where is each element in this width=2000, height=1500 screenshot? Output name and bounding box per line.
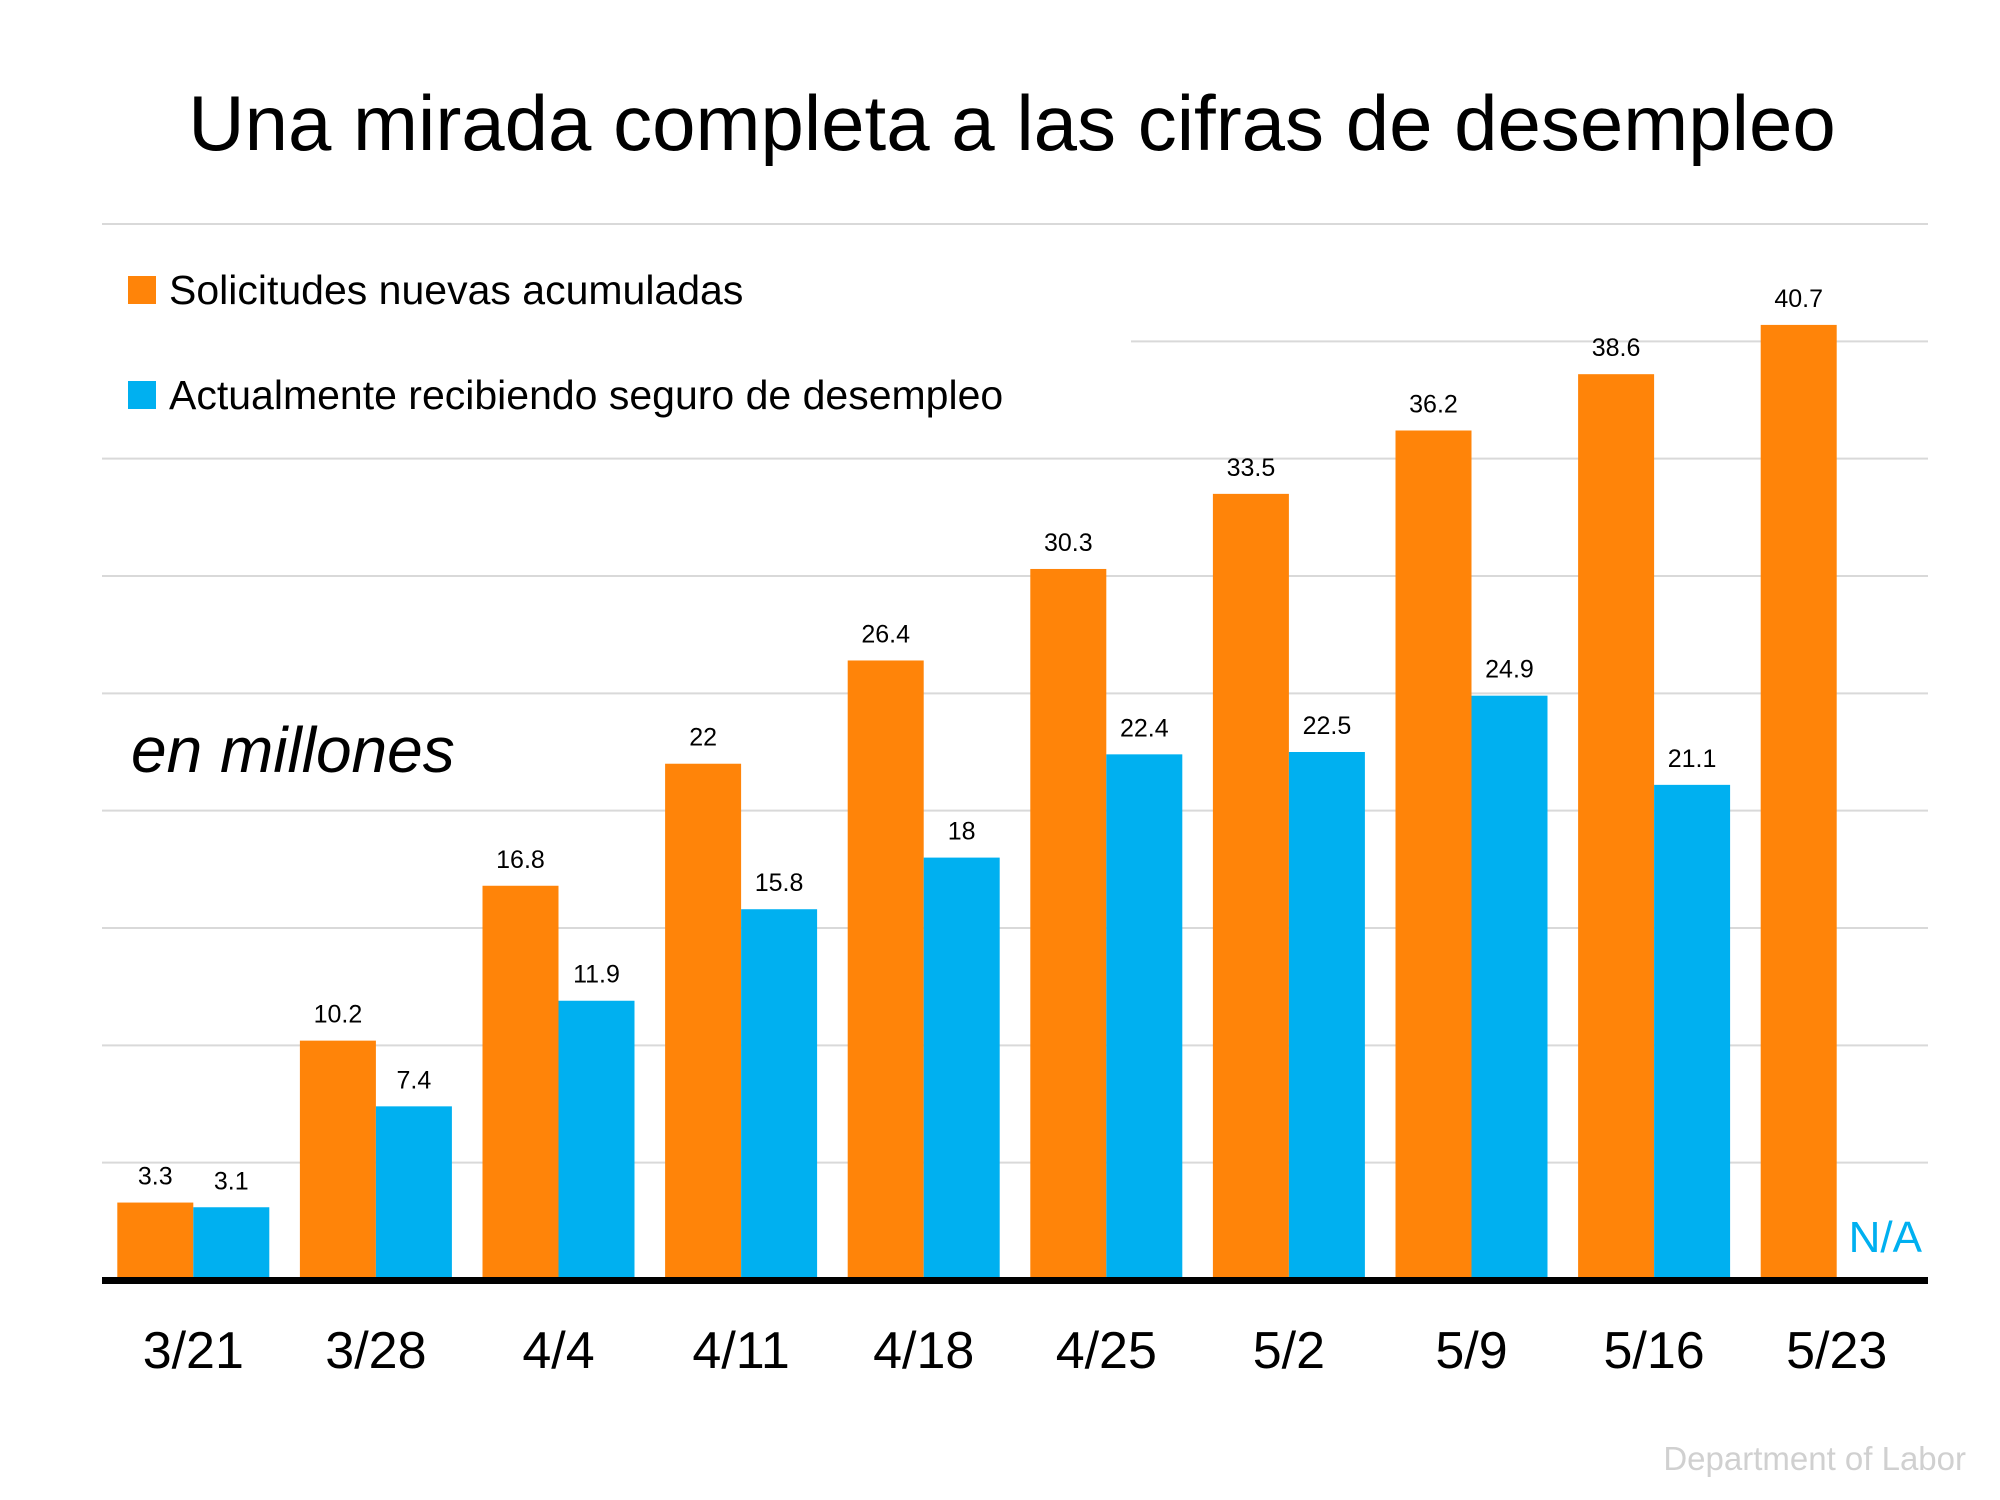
x-tick-label: 3/21 [143,1322,244,1380]
bars [117,324,1837,1281]
x-tick-labels: 3/21 3/28 4/4 4/11 4/18 4/25 5/2 5/9 5/16 5/23 [143,1322,1888,1380]
data-label: 22.5 [1303,712,1352,740]
legend-label: Solicitudes nuevas acumuladas [169,267,743,313]
x-tick-label: 5/16 [1603,1322,1704,1380]
bar [665,763,742,1280]
legend-swatch-orange [128,276,156,304]
legend-label: Actualmente recibiendo seguro de desempl… [169,372,1003,418]
data-label: 7.4 [397,1066,432,1094]
bar [558,1000,635,1280]
data-label: 10.2 [314,1001,363,1029]
x-tick-label: 4/25 [1056,1322,1157,1380]
bar [299,1040,376,1280]
data-label: 3.1 [214,1167,249,1195]
x-tick-label: 5/2 [1253,1322,1325,1380]
unit-note: en millones [131,714,455,786]
chart-title: Una mirada completa a las cifras de dese… [188,79,1835,167]
bar [847,660,924,1280]
data-label: 33.5 [1227,454,1276,482]
data-label: 21.1 [1668,745,1717,773]
data-label: 30.3 [1044,529,1093,557]
bar [923,857,1000,1280]
data-label: 15.8 [755,869,804,897]
legend: Solicitudes nuevas acumuladas Actualment… [128,267,1003,418]
bar [1288,752,1365,1280]
bar [1578,374,1655,1281]
bar [117,1202,194,1280]
data-label: 22.4 [1120,714,1169,742]
bar [375,1106,452,1280]
gridlines [102,223,1928,1164]
bar [193,1207,270,1280]
bar [1106,754,1183,1280]
data-label: 38.6 [1592,334,1641,362]
bar [482,885,559,1280]
data-label: 22 [689,724,717,752]
data-label: 36.2 [1409,391,1458,419]
x-tick-label: 3/28 [325,1322,426,1380]
bar [1030,568,1107,1280]
bar [1760,324,1837,1280]
x-tick-label: 5/9 [1435,1322,1507,1380]
data-label: 3.3 [138,1163,173,1191]
data-label: 24.9 [1485,656,1534,684]
data-label: 18 [948,818,976,846]
data-label: 16.8 [496,846,545,874]
bar [1395,430,1472,1280]
na-label: N/A [1849,1213,1923,1262]
bar [741,909,818,1280]
bar [1654,784,1731,1280]
x-tick-label: 4/4 [522,1322,594,1380]
data-label: 26.4 [861,620,910,648]
legend-swatch-blue [128,381,156,409]
bar [1212,493,1289,1280]
data-labels: 3.3 3.1 10.2 7.4 16.8 11.9 22 15.8 26.4 18 30.3 22.… [138,285,1823,1195]
bar [1471,695,1548,1280]
data-label: 40.7 [1774,285,1823,313]
x-tick-label: 5/23 [1786,1322,1887,1380]
data-label: 11.9 [573,961,620,989]
source-label: Department of Labor [1663,1440,1966,1477]
x-tick-label: 4/11 [692,1322,789,1380]
x-axis-line [102,1277,1928,1284]
x-tick-label: 4/18 [873,1322,974,1380]
